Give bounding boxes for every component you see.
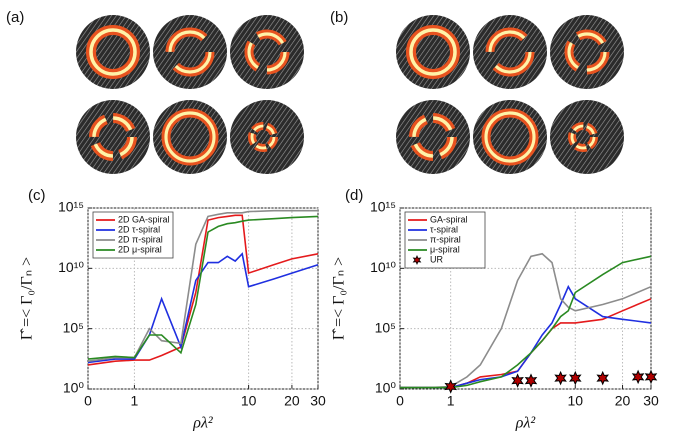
x-tick-label: 0	[396, 393, 404, 409]
y-tick-label: 10¹⁵	[370, 199, 396, 215]
y-tick-label: 10¹⁵	[58, 199, 84, 215]
x-tick-label: 30	[310, 393, 326, 409]
y-tick-label: 10¹⁰	[58, 259, 84, 275]
x-axis-label: ρλ²	[515, 415, 537, 432]
image-disc	[473, 15, 547, 89]
legend-label: 2D μ-spiral	[118, 244, 162, 254]
y-axis-label: Γ̂ =< Γ₀/Γₙ >	[19, 257, 36, 340]
legend-label: 2D GA-spiral	[118, 214, 170, 224]
y-axis-label: Γ̂ =< Γ₀/Γₙ >	[331, 257, 348, 340]
panel-label: (a)	[6, 9, 24, 26]
legend-label: UR	[430, 254, 443, 264]
image-disc	[230, 15, 304, 89]
panel-label: (d)	[345, 187, 363, 204]
image-disc	[550, 15, 624, 89]
image-disc	[230, 100, 304, 174]
panel-label: (b)	[330, 9, 348, 26]
x-tick-label: 10	[241, 393, 257, 409]
legend-label: 2D π-spiral	[118, 234, 163, 244]
panel-label: (c)	[28, 187, 46, 204]
y-tick-label: 10¹⁰	[370, 259, 396, 275]
y-tick-label: 10⁵	[63, 319, 84, 335]
legend-label: π-spiral	[430, 234, 461, 244]
legend-label: 2D τ-spiral	[118, 224, 160, 234]
y-tick-label: 10⁰	[63, 380, 85, 396]
figure: (a) (b) (c)0110203010⁰10⁵10¹⁰10¹⁵ρλ²Γ̂ =…	[0, 0, 677, 437]
x-tick-label: 30	[643, 393, 659, 409]
x-tick-label: 1	[131, 393, 139, 409]
x-tick-label: 0	[84, 393, 92, 409]
image-disc	[153, 15, 227, 89]
x-tick-label: 1	[447, 393, 455, 409]
x-tick-label: 10	[567, 393, 583, 409]
y-tick-label: 10⁵	[375, 319, 396, 335]
x-tick-label: 20	[284, 393, 300, 409]
legend-label: μ-spiral	[430, 244, 460, 254]
image-disc	[550, 100, 624, 174]
x-axis-label: ρλ²	[192, 415, 214, 432]
image-disc	[76, 100, 150, 174]
images	[76, 15, 624, 174]
legend-label: τ-spiral	[430, 224, 458, 234]
x-tick-label: 20	[615, 393, 631, 409]
legend-label: GA-spiral	[430, 214, 468, 224]
image-disc	[396, 100, 470, 174]
y-tick-label: 10⁰	[375, 380, 397, 396]
